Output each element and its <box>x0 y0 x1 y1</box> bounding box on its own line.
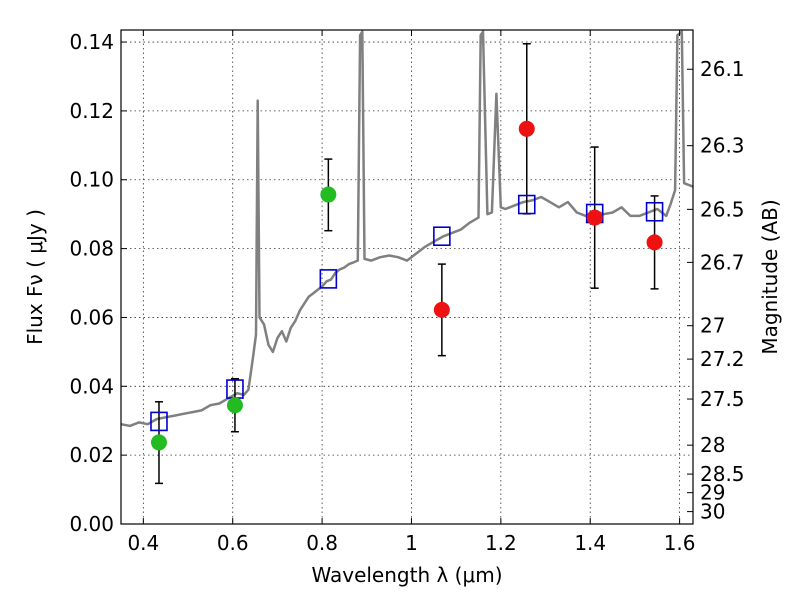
magnitude-tick-label: 28 <box>700 433 725 457</box>
x-tick-label: 0.4 <box>127 531 159 555</box>
x-tick-label: 1 <box>405 531 418 555</box>
magnitude-tick-label: 29 <box>700 481 725 505</box>
magnitude-tick-label: 28.5 <box>700 462 745 486</box>
magnitude-tick-label: 27.2 <box>700 347 745 371</box>
x-tick-label: 1.6 <box>664 531 696 555</box>
x-tick-label: 0.6 <box>217 531 249 555</box>
model-box <box>150 411 168 432</box>
model-box <box>645 201 664 222</box>
model-boxes <box>150 194 664 432</box>
y-tick-label: 0.00 <box>69 512 114 536</box>
red-point <box>518 120 535 137</box>
y-tick-label: 0.02 <box>69 443 114 467</box>
magnitude-tick-label: 26.1 <box>700 57 745 81</box>
model-box <box>319 269 338 289</box>
x-tick-label: 1.4 <box>574 531 606 555</box>
right-axis-label: Magnitude (AB) <box>758 199 782 354</box>
green-point <box>320 186 337 203</box>
red-point <box>586 209 603 226</box>
model-box <box>433 226 451 247</box>
magnitude-tick-label: 26.7 <box>700 250 745 274</box>
magnitude-tick-label: 30 <box>700 500 725 524</box>
magnitude-tick-label: 27.5 <box>700 387 745 411</box>
x-tick-label: 1.2 <box>485 531 517 555</box>
y-tick-label: 0.12 <box>69 99 114 123</box>
magnitude-tick-label: 26.5 <box>700 197 745 221</box>
y-tick-label: 0.06 <box>69 305 114 329</box>
errorbars <box>154 43 659 485</box>
y-axis-label: Flux Fν ( μJy ) <box>23 209 47 345</box>
model-box <box>517 194 536 215</box>
red-point <box>433 301 450 318</box>
ticks: 0.4 0.6 0.8 1 1.2 1.4 1.6 0.00 0.02 0.04 0.06 0.08 0… <box>69 30 745 555</box>
green-point <box>150 434 167 451</box>
y-tick-label: 0.04 <box>69 374 114 398</box>
spectrum-series <box>121 30 693 428</box>
data-points <box>150 120 663 451</box>
y-tick-label: 0.10 <box>69 168 114 192</box>
magnitude-tick-label: 26.3 <box>700 134 745 158</box>
y-tick-label: 0.14 <box>69 30 114 54</box>
red-point <box>646 234 663 251</box>
magnitude-tick-label: 27 <box>700 314 725 338</box>
grid <box>121 30 693 525</box>
x-axis-label: Wavelength λ (μm) <box>311 563 502 587</box>
spectrum-line <box>121 30 693 428</box>
green-point <box>226 397 243 414</box>
plot-frame <box>120 29 694 525</box>
x-tick-label: 0.8 <box>306 531 338 555</box>
y-tick-label: 0.08 <box>69 237 114 261</box>
